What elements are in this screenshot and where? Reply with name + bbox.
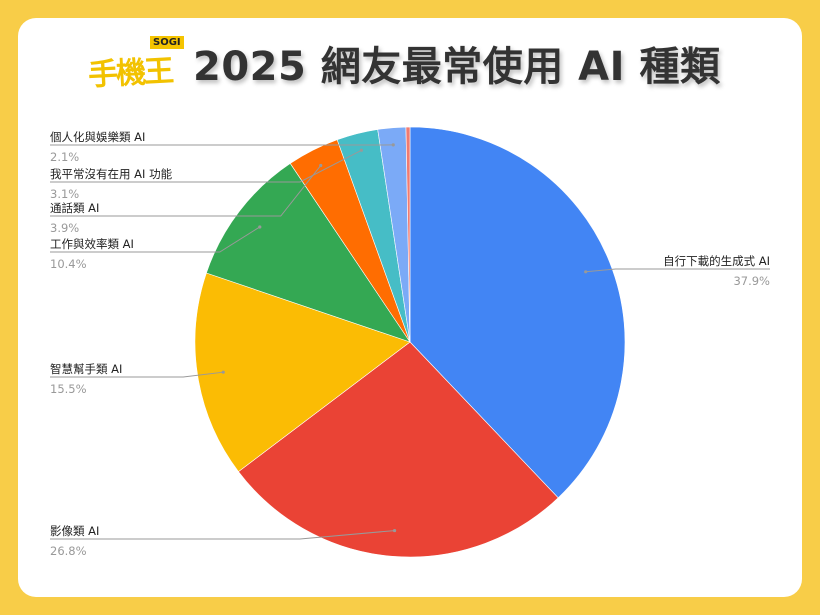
slice-value-label: 3.9%	[50, 221, 79, 235]
leader-line	[50, 530, 395, 540]
leader-line	[50, 226, 261, 253]
slice-value-label: 3.1%	[50, 187, 79, 201]
slice-label: 通話類 AI	[50, 201, 99, 215]
slice-value-label: 37.9%	[733, 274, 770, 288]
slice-value-label: 2.1%	[50, 150, 79, 164]
leader-line	[50, 149, 362, 183]
leader-line	[50, 165, 322, 217]
pie-slice	[194, 272, 411, 473]
slice-label: 個人化與娛樂類 AI	[50, 130, 145, 144]
slice-label: 智慧幫手類 AI	[50, 362, 122, 376]
leader-dot	[391, 143, 395, 147]
slice-value-label: 26.8%	[50, 544, 87, 558]
slice-label: 工作與效率類 AI	[50, 237, 134, 251]
pie-slice	[205, 163, 411, 343]
slice-label: 影像類 AI	[50, 524, 99, 538]
leader-line	[585, 268, 770, 273]
page-title: 2025 網友最常使用 AI 種類	[193, 44, 721, 90]
sogi-logo: SOGI 手機王	[87, 36, 184, 93]
slice-value-label: 15.5%	[50, 382, 87, 396]
leader-line	[50, 371, 224, 378]
logo-badge: SOGI	[150, 36, 184, 49]
pie-slice	[405, 126, 411, 343]
slice-label: 我平常沒有在用 AI 功能	[50, 167, 173, 181]
pie-slice	[409, 126, 626, 499]
slice-value-label: 10.4%	[50, 257, 87, 271]
slice-label: 自行下載的生成式 AI	[663, 254, 770, 268]
pie-slice	[238, 341, 559, 558]
